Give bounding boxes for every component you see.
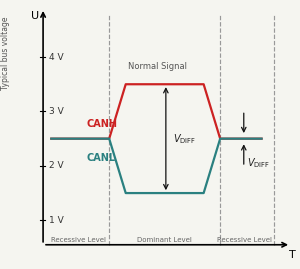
Text: T: T xyxy=(289,250,296,260)
Text: $V_\mathrm{DIFF}$: $V_\mathrm{DIFF}$ xyxy=(247,156,271,170)
Text: CANH: CANH xyxy=(87,119,118,129)
Text: Recessive Level: Recessive Level xyxy=(218,237,272,243)
Text: 4 V: 4 V xyxy=(49,52,64,62)
Text: Dominant Level: Dominant Level xyxy=(137,237,192,243)
Text: Recessive Level: Recessive Level xyxy=(51,237,106,243)
Text: 3 V: 3 V xyxy=(49,107,64,116)
Text: 2 V: 2 V xyxy=(49,161,64,170)
Text: U: U xyxy=(32,11,40,21)
Text: 1 V: 1 V xyxy=(49,216,64,225)
Text: CANL: CANL xyxy=(87,153,116,162)
Text: Typical bus voltage: Typical bus voltage xyxy=(1,16,10,90)
Text: $V_\mathrm{DIFF}$: $V_\mathrm{DIFF}$ xyxy=(173,132,196,146)
Text: Normal Signal: Normal Signal xyxy=(128,62,187,71)
